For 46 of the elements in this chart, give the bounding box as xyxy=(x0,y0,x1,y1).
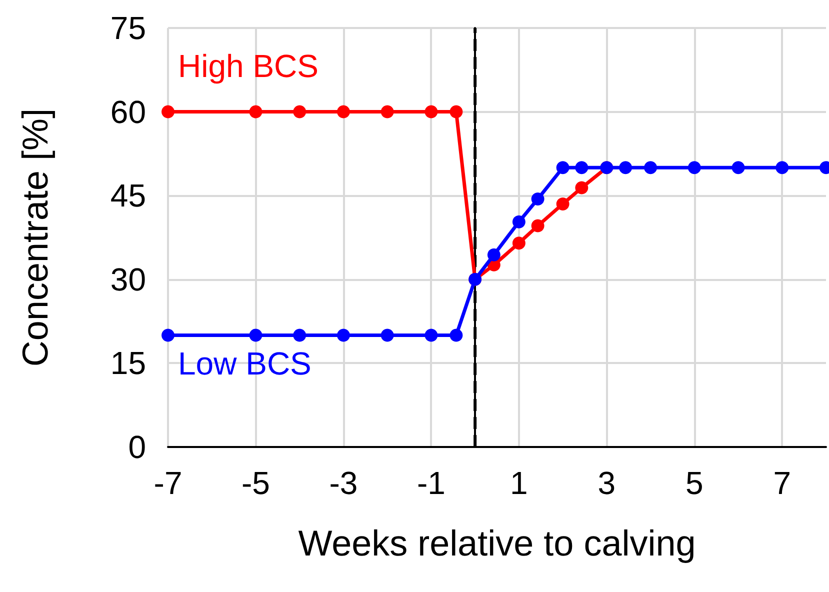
y-tick-label: 15 xyxy=(110,345,146,382)
point xyxy=(512,215,526,228)
y-tick-label: 0 xyxy=(128,429,146,465)
x-tick-label: 5 xyxy=(686,465,704,501)
point xyxy=(776,161,789,174)
x-tick-label: -1 xyxy=(416,465,446,501)
point xyxy=(512,236,526,250)
y-tick-label: 60 xyxy=(110,94,146,130)
point xyxy=(732,161,745,174)
point xyxy=(336,105,350,118)
point xyxy=(688,161,701,174)
point xyxy=(575,161,588,174)
y-tick-label: 30 xyxy=(110,261,146,298)
x-tick-label: -5 xyxy=(242,465,270,501)
point xyxy=(249,328,262,342)
point xyxy=(644,161,658,174)
series-label: High BCS xyxy=(178,48,318,84)
point xyxy=(162,105,174,118)
point xyxy=(162,328,174,342)
y-axis-title: Concentrate [%] xyxy=(14,108,56,367)
series-label: Low BCS xyxy=(178,345,312,382)
point xyxy=(424,105,438,118)
x-tick-label: 1 xyxy=(510,465,528,501)
point xyxy=(556,197,570,210)
point xyxy=(619,161,632,174)
point xyxy=(556,161,570,174)
x-tick-label: -7 xyxy=(154,465,182,501)
point xyxy=(293,105,306,118)
point xyxy=(380,105,394,118)
point xyxy=(450,105,463,118)
point xyxy=(531,219,544,232)
y-tick-label: 45 xyxy=(110,178,146,214)
point xyxy=(380,328,394,342)
point xyxy=(487,248,500,262)
point xyxy=(249,105,262,118)
point xyxy=(575,181,588,194)
point xyxy=(293,328,306,342)
point xyxy=(450,328,463,342)
point xyxy=(531,192,544,206)
x-axis-title: Weeks relative to calving xyxy=(298,522,696,564)
y-tick-label: 75 xyxy=(110,10,146,46)
x-tick-label: 3 xyxy=(598,465,616,501)
x-tick-label: 7 xyxy=(773,465,792,501)
point xyxy=(336,328,350,342)
x-tick-label: -3 xyxy=(329,465,358,501)
point xyxy=(424,328,438,342)
